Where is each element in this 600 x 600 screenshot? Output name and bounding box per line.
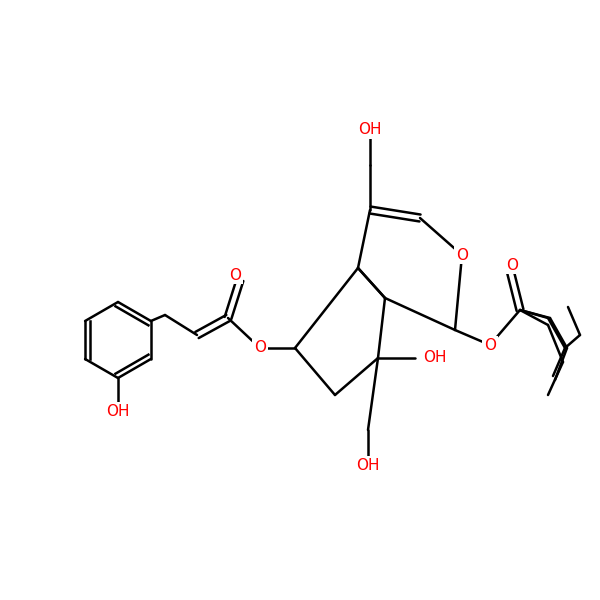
Text: OH: OH bbox=[356, 457, 380, 473]
Text: O: O bbox=[229, 268, 241, 283]
Text: OH: OH bbox=[106, 403, 130, 419]
Text: OH: OH bbox=[358, 122, 382, 137]
Text: O: O bbox=[506, 257, 518, 272]
Text: O: O bbox=[456, 247, 468, 263]
Text: O: O bbox=[484, 337, 496, 352]
Text: O: O bbox=[254, 340, 266, 355]
Text: OH: OH bbox=[423, 350, 446, 365]
